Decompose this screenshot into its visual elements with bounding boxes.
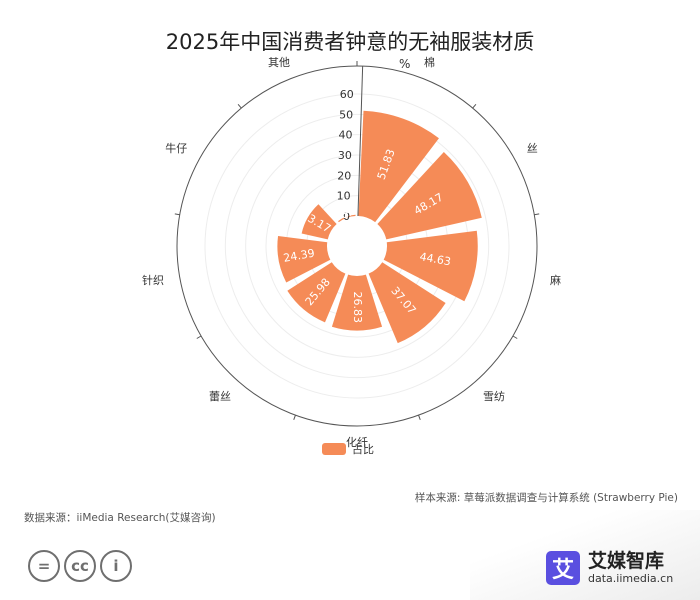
legend[interactable]: 占比 xyxy=(322,441,374,457)
category-label-1: 丝 xyxy=(527,142,538,155)
angle-axis-tick xyxy=(472,103,477,109)
equals-icon: = xyxy=(28,550,60,582)
category-label-0: 棉 xyxy=(424,55,435,69)
person-icon: i xyxy=(100,550,132,582)
angle-axis-tick xyxy=(418,414,421,421)
legend-swatch xyxy=(322,443,346,455)
angle-axis-tick xyxy=(512,335,518,339)
radial-tick-label: 20 xyxy=(337,169,351,182)
angle-axis-tick xyxy=(237,103,242,109)
category-label-3: 雪纺 xyxy=(483,389,505,403)
angle-axis-tick xyxy=(534,213,540,216)
brand[interactable]: 艾 艾媒智库 data.iimedia.cn xyxy=(546,550,673,585)
legend-label: 占比 xyxy=(352,443,374,456)
value-label-2: 44.63 xyxy=(419,250,452,268)
bar-7 xyxy=(301,204,337,240)
radial-tick-label: 30 xyxy=(338,149,352,162)
sample-source-note: 样本来源: 草莓派数据调查与计算系统 (Strawberry Pie) xyxy=(414,492,678,504)
angle-axis-tick xyxy=(293,414,296,421)
radial-tick-label: 0 xyxy=(343,210,350,223)
brand-url: data.iimedia.cn xyxy=(588,572,674,585)
category-label-6: 针织 xyxy=(142,273,164,287)
radial-tick-label: 60 xyxy=(340,88,354,101)
data-source-note: 数据来源：iiMedia Research(艾媒咨询) xyxy=(24,512,216,524)
bar-1 xyxy=(377,152,482,240)
radial-unit-label: % xyxy=(399,57,410,71)
angle-axis-tick xyxy=(196,335,202,339)
brand-logo-icon: 艾 xyxy=(546,550,580,585)
value-label-4: 26.83 xyxy=(351,292,364,324)
radial-tick-label: 40 xyxy=(338,129,352,142)
category-label-2: 麻 xyxy=(550,273,561,287)
radial-tick-label: 10 xyxy=(337,190,351,203)
chart-title: 2025年中国消费者钟意的无袖服装材质 xyxy=(165,30,535,54)
license-icons: = cc i xyxy=(28,550,132,582)
bar-0 xyxy=(358,110,439,223)
category-label-4: 化纤 xyxy=(346,435,368,449)
value-label-8: 0.61 xyxy=(335,200,356,227)
category-label-7: 牛仔 xyxy=(165,141,187,155)
bar-8 xyxy=(338,214,356,223)
bar-2 xyxy=(383,230,478,302)
radial-tick-label: 50 xyxy=(339,108,353,121)
outer-angle-axis xyxy=(176,65,538,427)
bar-5 xyxy=(287,262,346,323)
category-label-5: 蕾丝 xyxy=(209,390,231,403)
value-label-6: 24.39 xyxy=(282,247,315,265)
bar-4 xyxy=(331,274,383,331)
brand-name: 艾媒智库 xyxy=(588,550,665,572)
cc-icon: cc xyxy=(64,550,96,582)
corner-shade xyxy=(470,510,700,600)
radial-grid-ring xyxy=(224,113,490,379)
radial-grid-ring xyxy=(204,93,510,399)
radial-axis-line xyxy=(357,66,364,217)
bar-6 xyxy=(277,235,331,283)
bar-3 xyxy=(368,262,446,344)
angle-axis-tick xyxy=(174,213,180,216)
category-label-8: 其他 xyxy=(268,56,290,69)
